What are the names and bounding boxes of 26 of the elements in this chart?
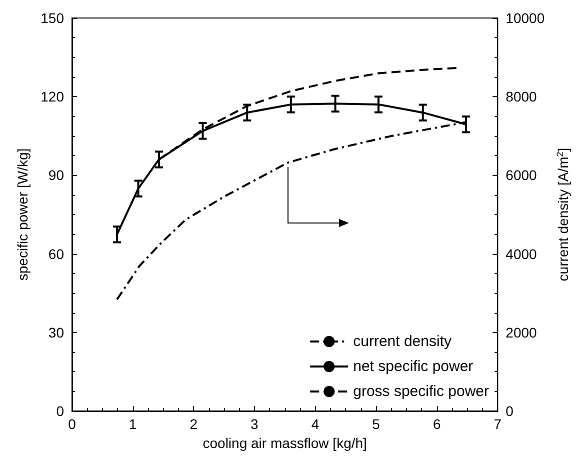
y2-tick-label: 10000 <box>506 10 545 26</box>
y-tick-label: 150 <box>40 10 64 26</box>
legend-label: current density <box>353 333 452 350</box>
y-tick-label: 120 <box>40 88 64 105</box>
x-tick-label: 3 <box>250 416 259 432</box>
y-tick-label: 0 <box>56 403 64 419</box>
y-tick-label: 30 <box>48 324 64 340</box>
x-tick-label: 6 <box>432 416 441 432</box>
x-tick-label: 7 <box>494 416 502 432</box>
y2-tick-label: 2000 <box>506 324 538 340</box>
y2-tick-label: 4000 <box>506 246 538 262</box>
x-tick-label: 0 <box>68 416 76 432</box>
y-axis-title: specific power [W/kg] <box>14 148 31 281</box>
y2-axis-title: current density [A/m2] <box>555 148 571 282</box>
x-tick-label: 1 <box>128 416 137 432</box>
x-tick-label: 5 <box>372 416 380 432</box>
y-tick-label: 60 <box>48 246 64 262</box>
y-tick-label: 90 <box>48 167 64 184</box>
x-tick-label: 2 <box>190 416 198 432</box>
y2-tick-label: 0 <box>506 403 514 419</box>
y2-tick-label: 8000 <box>506 88 538 105</box>
legend-label: gross specific power <box>353 383 490 400</box>
x-axis-title: cooling air massflow [kg/h] <box>202 434 367 451</box>
legend-label: net specific power <box>353 358 474 375</box>
y2-tick-label: 6000 <box>506 167 538 184</box>
x-tick-label: 4 <box>311 416 320 432</box>
